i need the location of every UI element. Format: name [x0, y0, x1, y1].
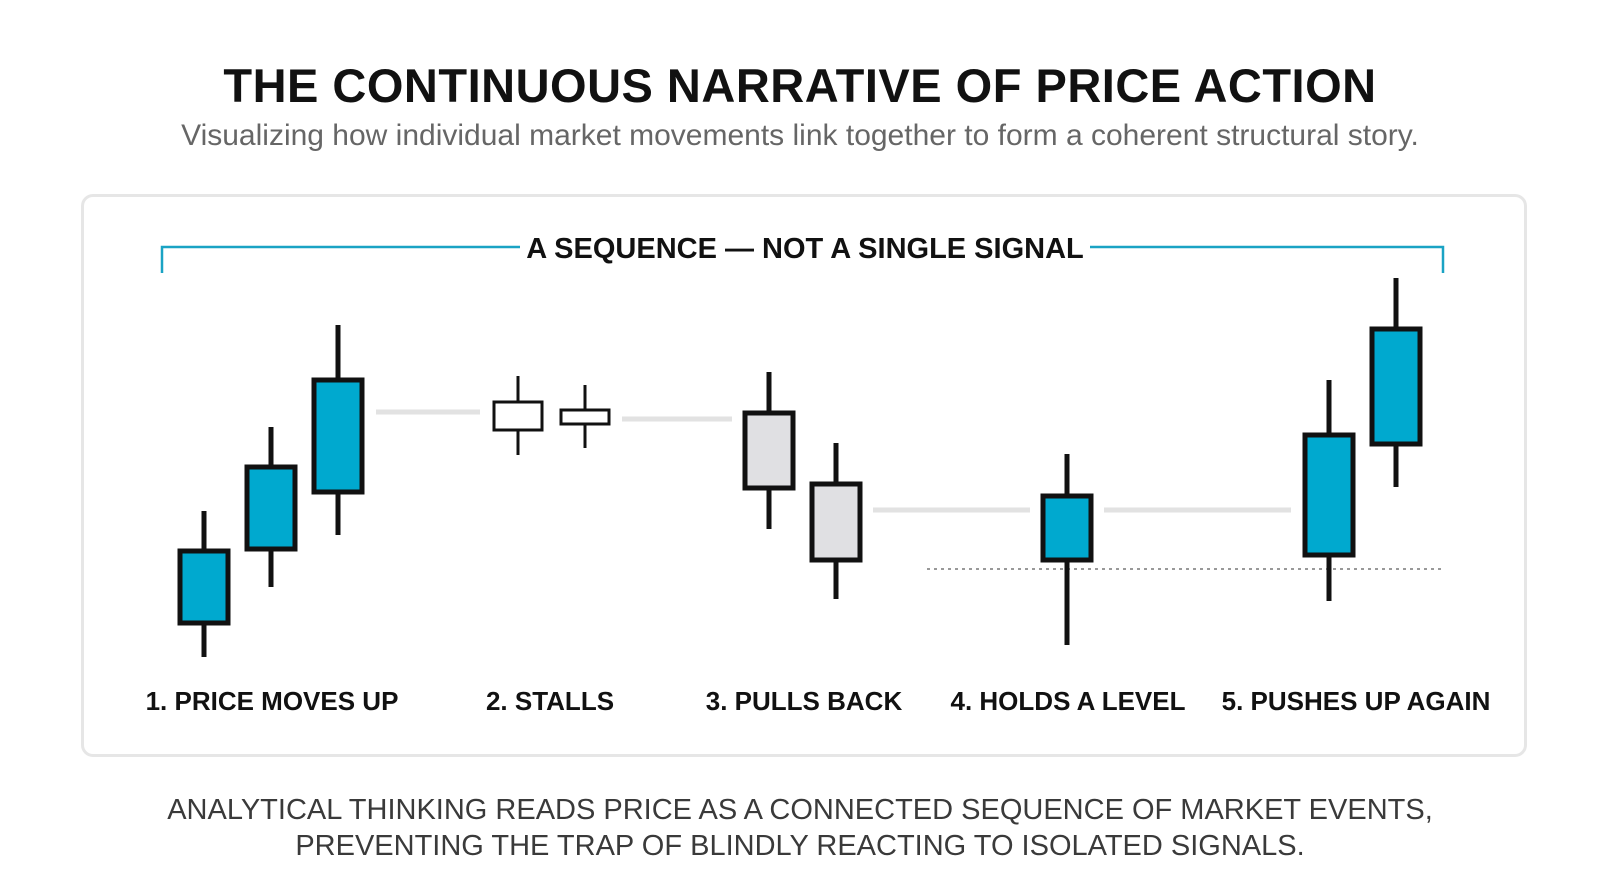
bracket-right-arm [1090, 245, 1445, 273]
candle [1040, 454, 1094, 645]
stage-2-candles [492, 376, 611, 455]
stage-label-5: 5. PUSHES UP AGAIN [1222, 686, 1491, 716]
candle [742, 372, 796, 529]
stage-4-candles [1040, 454, 1094, 645]
stage-5-candles [1302, 278, 1423, 601]
stage-label-1: 1. PRICE MOVES UP [146, 686, 399, 716]
footer-line-1: ANALYTICAL THINKING READS PRICE AS A CON… [167, 794, 1433, 826]
stage-1-candles [177, 325, 365, 657]
stage-label-2: 2. STALLS [486, 686, 614, 716]
candle [311, 325, 365, 535]
sequence-bracket: A SEQUENCE — NOT A SINGLE SIGNAL [160, 233, 1445, 273]
candle [177, 511, 231, 657]
bracket-label: A SEQUENCE — NOT A SINGLE SIGNAL [526, 233, 1084, 265]
candle [809, 443, 863, 599]
stage-label-3: 3. PULLS BACK [706, 686, 903, 716]
stage-labels: 1. PRICE MOVES UP 2. STALLS 3. PULLS BAC… [146, 686, 1491, 716]
candle [1369, 278, 1423, 487]
candle [1302, 380, 1356, 601]
candle [559, 385, 611, 448]
footer-caption: ANALYTICAL THINKING READS PRICE AS A CON… [0, 792, 1600, 864]
stage-3-candles [742, 372, 863, 599]
footer-line-2: PREVENTING THE TRAP OF BLINDLY REACTING … [295, 830, 1305, 862]
bracket-left-arm [160, 245, 520, 273]
candle [492, 376, 544, 455]
stage-label-4: 4. HOLDS A LEVEL [951, 686, 1186, 716]
stage-connectors [376, 409, 1291, 513]
page-subtitle: Visualizing how individual market moveme… [181, 119, 1419, 152]
page-title: THE CONTINUOUS NARRATIVE OF PRICE ACTION [223, 59, 1377, 112]
candle [244, 427, 298, 587]
